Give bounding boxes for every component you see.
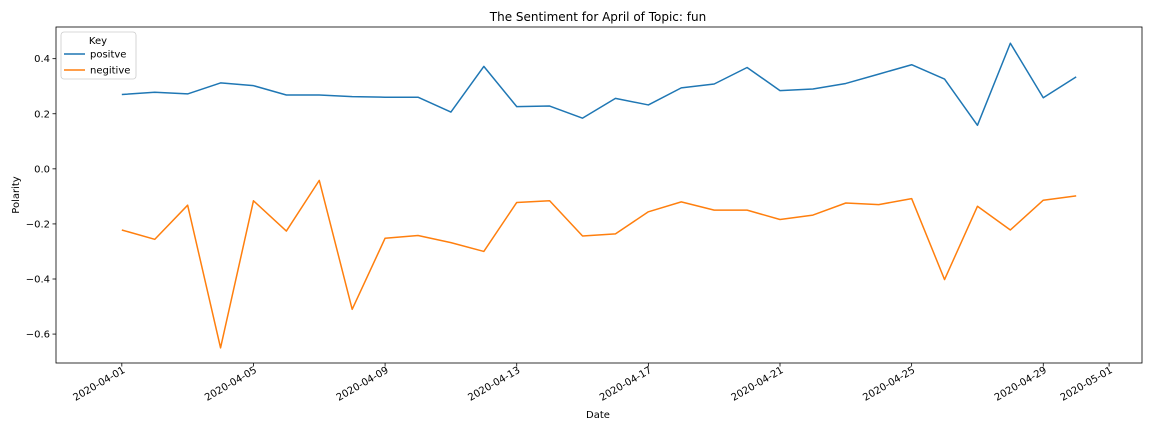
x-axis-label: Date (586, 410, 610, 421)
series-line-negitive (121, 179, 1077, 349)
x-tick-label: 2020-04-13 (466, 365, 522, 404)
chart-title: The Sentiment for April of Topic: fun (489, 10, 706, 24)
x-tick-label: 2020-04-21 (730, 365, 786, 404)
x-tick-label: 2020-05-01 (1059, 365, 1115, 404)
legend-entry-positve: positve (90, 50, 126, 61)
legend: Key positve negitive (60, 31, 137, 80)
x-tick-label: 2020-04-01 (71, 365, 127, 404)
axes-frame (55, 26, 1143, 364)
y-tick-label: 0.2 (34, 109, 50, 120)
y-tick-label: 0.0 (34, 164, 50, 175)
legend-box (60, 31, 137, 80)
plot-area (121, 42, 1077, 349)
x-tick-label: 2020-04-29 (993, 365, 1049, 404)
y-tick-label: −0.2 (26, 219, 50, 230)
x-axis: 2020-04-01 2020-04-05 2020-04-09 2020-04-13… (71, 363, 1115, 404)
x-tick-label: 2020-04-25 (861, 365, 917, 404)
x-tick-label: 2020-04-09 (335, 365, 391, 404)
series-line-positve (121, 42, 1077, 127)
y-tick-label: 0.4 (34, 54, 50, 65)
y-axis: 0.4 0.2 0.0 −0.2 −0.4 −0.6 (26, 54, 56, 341)
y-axis-label: Polarity (11, 176, 22, 214)
x-tick-label: 2020-04-17 (598, 365, 654, 404)
legend-title: Key (89, 36, 107, 47)
y-tick-label: −0.4 (26, 275, 50, 286)
x-tick-label: 2020-04-05 (203, 365, 259, 404)
legend-entry-negitive: negitive (90, 66, 130, 77)
y-tick-label: −0.6 (26, 330, 50, 341)
